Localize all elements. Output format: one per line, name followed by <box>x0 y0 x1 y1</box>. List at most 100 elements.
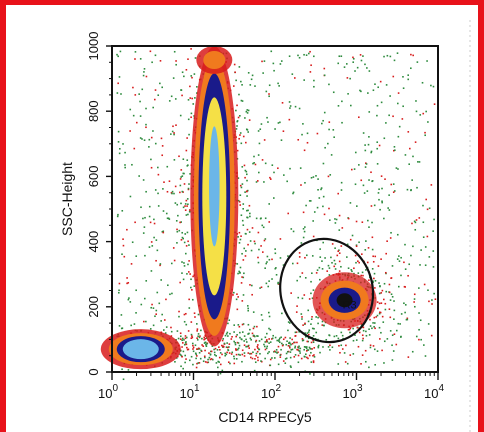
event-dot <box>340 245 343 247</box>
event-dot <box>152 324 155 327</box>
event-dot <box>304 353 307 356</box>
event-dot <box>423 283 426 286</box>
event-dot <box>305 204 307 207</box>
event-dot <box>181 342 184 344</box>
event-dot <box>404 268 407 270</box>
event-dot <box>304 332 306 334</box>
event-dot <box>402 105 404 108</box>
event-dot <box>313 211 316 213</box>
event-dot <box>210 350 213 353</box>
event-dot <box>261 319 264 321</box>
event-dot <box>303 355 306 358</box>
event-dot <box>272 334 274 337</box>
event-dot <box>258 340 261 342</box>
event-dot <box>240 338 243 341</box>
event-dot <box>238 325 241 328</box>
event-dot <box>334 247 336 249</box>
event-dot <box>185 336 188 339</box>
event-dot <box>418 338 420 341</box>
event-dot <box>328 219 331 221</box>
event-dot <box>392 191 395 194</box>
event-dot <box>393 190 396 192</box>
event-dot <box>245 338 247 341</box>
event-dot <box>281 344 284 347</box>
event-dot <box>379 338 381 340</box>
event-dot <box>124 151 126 154</box>
event-dot <box>222 338 225 340</box>
event-dot <box>284 358 287 360</box>
event-dot <box>297 347 300 349</box>
event-dot <box>234 343 237 346</box>
event-dot <box>153 218 155 221</box>
event-dot <box>228 343 231 345</box>
event-dot <box>238 137 240 140</box>
event-dot <box>322 346 324 348</box>
event-dot <box>274 252 277 255</box>
event-dot <box>131 241 134 244</box>
event-dot <box>117 130 120 133</box>
event-dot <box>181 339 183 342</box>
event-dot <box>311 255 314 257</box>
event-dot <box>288 118 291 121</box>
event-dot <box>274 248 276 250</box>
event-dot <box>255 181 258 183</box>
event-dot <box>319 351 321 354</box>
event-dot <box>376 147 379 150</box>
event-dot <box>150 241 153 243</box>
event-dot <box>150 270 153 272</box>
event-dot <box>247 131 250 133</box>
event-dot <box>121 368 123 371</box>
event-dot <box>250 249 253 252</box>
event-dot <box>361 253 363 255</box>
event-dot <box>237 116 240 119</box>
event-dot <box>122 244 125 247</box>
event-dot <box>372 280 374 283</box>
event-dot <box>242 294 245 296</box>
event-dot <box>143 320 145 323</box>
event-dot <box>352 327 354 330</box>
event-dot <box>301 338 304 340</box>
event-dot <box>195 348 198 350</box>
x-tick-label: 103 <box>342 383 362 401</box>
event-dot <box>254 361 257 364</box>
event-dot <box>317 322 319 325</box>
event-dot <box>132 86 134 89</box>
event-dot <box>237 177 240 179</box>
event-dot <box>333 265 336 268</box>
event-dot <box>159 60 162 62</box>
event-dot <box>433 292 435 295</box>
event-dot <box>245 110 248 113</box>
event-dot <box>118 76 121 78</box>
event-dot <box>226 342 228 344</box>
event-dot <box>401 118 404 120</box>
event-dot <box>233 324 236 326</box>
event-dot <box>186 346 188 349</box>
event-dot <box>277 122 280 124</box>
event-dot <box>364 360 367 363</box>
event-dot <box>197 362 200 364</box>
gate-r3[interactable] <box>269 228 385 352</box>
event-dot <box>317 346 320 349</box>
event-dot <box>204 361 207 363</box>
event-dot <box>383 340 386 343</box>
event-dot <box>372 260 375 263</box>
event-dot <box>184 335 187 337</box>
event-dot <box>264 341 267 343</box>
event-dot <box>357 260 359 263</box>
event-dot <box>171 192 173 195</box>
event-dot <box>368 279 370 281</box>
event-dot <box>397 92 400 94</box>
event-dot <box>170 133 172 135</box>
event-dot <box>156 291 159 294</box>
event-dot <box>303 294 306 296</box>
event-dot <box>396 233 399 236</box>
event-dot <box>203 338 205 341</box>
event-dot <box>432 85 435 88</box>
event-dot <box>418 161 421 163</box>
event-dot <box>152 106 154 109</box>
event-dot <box>350 104 352 107</box>
event-dot <box>322 241 325 244</box>
event-dot <box>189 85 191 88</box>
event-dot <box>275 349 278 351</box>
event-dot <box>184 354 187 357</box>
